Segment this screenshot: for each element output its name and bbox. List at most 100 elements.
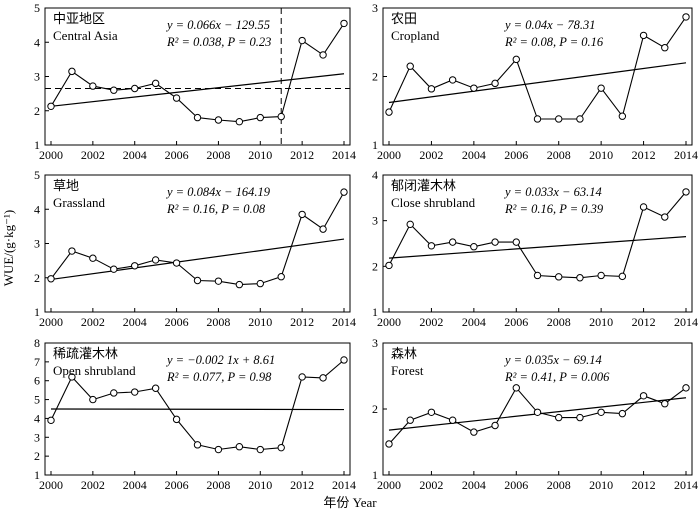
data-point [172, 415, 181, 424]
data-point [193, 441, 202, 449]
y-tick-label: 2 [34, 271, 40, 285]
data-point [597, 84, 605, 92]
data-point [68, 67, 76, 76]
panel-2: 1 2 3 4 5 2000 2002 2004 2006 2008 2010 2012 2014 草地 G… [34, 168, 356, 329]
data-point [319, 225, 327, 233]
y-tick-label: 5 [34, 1, 40, 15]
data-point [298, 373, 306, 381]
data-point [555, 413, 563, 422]
panel-title-en: Central Asia [53, 28, 118, 43]
x-tick-label: 2004 [462, 148, 486, 162]
x-tick-label: 2008 [206, 315, 230, 329]
regression-equation: y = 0.033x − 63.14 [503, 185, 602, 199]
data-point [639, 31, 648, 40]
data-point [110, 265, 118, 273]
data-point [470, 84, 478, 92]
x-tick-label: 2006 [165, 148, 189, 162]
data-point [256, 279, 264, 288]
data-point [319, 51, 327, 59]
x-tick-label: 2002 [81, 315, 105, 329]
data-point [427, 85, 436, 93]
y-axis-label: WUE/(g·kg⁻¹) [1, 210, 16, 286]
data-point [131, 84, 139, 93]
data-point [576, 274, 584, 282]
plot-frame [382, 174, 693, 313]
data-point [235, 443, 244, 451]
data-point [618, 112, 627, 120]
x-tick-label: 2010 [589, 478, 613, 492]
panel-3: 1 2 3 4 2000 2002 2004 2006 2008 2010 2012 2014 郁闭灌木… [372, 168, 698, 329]
data-point [151, 384, 160, 392]
data-point [193, 276, 202, 285]
data-point [131, 262, 139, 270]
x-tick-label: 2008 [206, 148, 230, 162]
x-tick-label: 2010 [248, 148, 272, 162]
data-point [68, 373, 76, 381]
y-tick-label: 4 [34, 35, 40, 49]
x-tick-label: 2014 [674, 478, 698, 492]
y-tick-label: 3 [34, 70, 40, 84]
trend-line [388, 62, 687, 104]
data-point [256, 113, 264, 122]
data-point [340, 19, 348, 28]
x-tick-label: 2010 [589, 315, 613, 329]
data-point [151, 256, 160, 264]
data-point [682, 13, 690, 21]
data-point [597, 271, 605, 280]
x-tick-label: 2000 [377, 148, 401, 162]
y-tick-label: 7 [34, 355, 40, 369]
x-tick-label: 2012 [290, 315, 314, 329]
data-point [533, 115, 542, 123]
data-point [406, 62, 414, 70]
data-point [618, 272, 627, 281]
y-tick-label: 4 [34, 202, 40, 216]
panel-4: 1 2 3 4 5 6 7 8 2000 2002 2004 2006 2008 2010 2012 2014… [34, 336, 356, 492]
y-tick-label: 2 [34, 104, 40, 118]
x-tick-label: 2006 [504, 148, 528, 162]
data-point [491, 79, 499, 88]
x-tick-label: 2014 [674, 148, 698, 162]
x-tick-label: 2014 [332, 148, 356, 162]
panel-title-en: Cropland [391, 28, 440, 43]
x-tick-label: 2008 [547, 478, 571, 492]
x-axis-label: 年份 Year [323, 495, 377, 510]
data-point [214, 445, 223, 454]
data-point [277, 443, 285, 452]
data-point [214, 116, 223, 124]
panel-title-zh: 中亚地区 [53, 11, 105, 26]
panel-title-zh: 稀疏灌木林 [53, 346, 118, 361]
x-tick-label: 2004 [123, 315, 147, 329]
y-tick-label: 4 [372, 168, 378, 182]
regression-stats: R² = 0.16, P = 0.08 [166, 202, 266, 216]
data-point [110, 389, 118, 397]
x-tick-label: 2002 [419, 315, 443, 329]
y-tick-label: 1 [372, 468, 378, 482]
panel-title-en: Grassland [53, 195, 105, 210]
data-point [385, 261, 393, 270]
regression-stats: R² = 0.08, P = 0.16 [504, 35, 604, 49]
x-tick-label: 2006 [165, 315, 189, 329]
data-point [576, 413, 584, 422]
x-tick-label: 2008 [547, 148, 571, 162]
data-point [298, 36, 306, 45]
x-tick-label: 2012 [632, 315, 656, 329]
x-tick-label: 2014 [332, 478, 356, 492]
y-tick-label: 2 [372, 70, 378, 84]
x-tick-label: 2008 [547, 315, 571, 329]
data-point [597, 408, 605, 416]
regression-equation: y = 0.066x − 129.55 [165, 18, 270, 32]
y-tick-label: 5 [34, 168, 40, 182]
data-point [427, 242, 436, 250]
data-point [256, 445, 264, 454]
data-point [235, 118, 244, 126]
data-point [172, 94, 181, 102]
y-tick-label: 3 [372, 336, 378, 350]
trend-line [388, 236, 687, 259]
data-point [448, 76, 457, 84]
data-point [533, 408, 542, 416]
data-point [193, 113, 202, 122]
panels-group: 1 2 3 4 5 2000 2002 2004 2006 2008 2010 2012 2014 中亚地… [34, 1, 698, 492]
data-point [576, 115, 584, 123]
data-point [555, 115, 563, 123]
data-point [110, 86, 118, 94]
